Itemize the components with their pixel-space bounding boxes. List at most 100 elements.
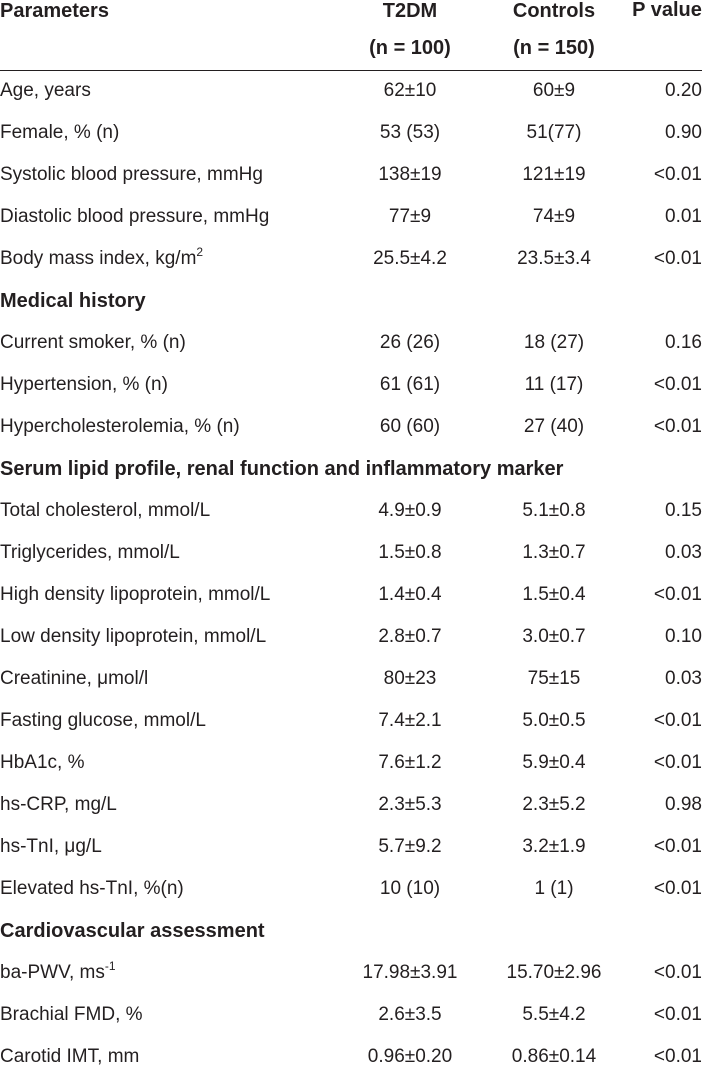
p-value: 0.15 [665,500,702,521]
controls-value: 5.5±4.2 [522,1004,586,1025]
section-heading: Medical history [0,281,702,323]
row-label: Creatinine, μmol/l [0,666,148,692]
row-label: Low density lipoprotein, mmol/L [0,624,266,650]
header-parameters: Parameters [0,0,109,22]
t2dm-value: 60 (60) [379,416,441,437]
p-value: <0.01 [653,164,702,185]
p-value: <0.01 [653,584,702,605]
table-row: Female, % (n) 53 (53) 51(77) 0.90 [0,113,702,155]
row-label-text: hs-TnI, μg/L [0,836,102,857]
controls-value: 121±19 [522,164,586,185]
table-row: Diastolic blood pressure, mmHg 77±9 74±9 0.… [0,197,702,239]
table-row: Triglycerides, mmol/L 1.5±0.8 1.3±0.7 0.03 [0,533,702,575]
p-value: <0.01 [653,752,702,773]
row-label-text: Triglycerides, mmol/L [0,542,180,563]
p-value: 0.01 [665,206,702,227]
row-label: hs-TnI, μg/L [0,834,102,860]
p-value: <0.01 [653,710,702,731]
t2dm-value: 26 (26) [379,332,441,353]
unit-superscript: -1 [104,959,116,973]
t2dm-value: 7.4±2.1 [378,710,442,731]
row-label: HbA1c, % [0,750,84,776]
controls-value: 5.0±0.5 [522,710,586,731]
row-label: Carotid IMT, mm [0,1044,139,1070]
p-value: <0.01 [653,374,702,395]
row-label-text: Female, % (n) [0,122,120,143]
p-value: <0.01 [653,1004,702,1025]
controls-value: 0.86±0.14 [511,1046,597,1067]
header-controls: Controls [512,0,596,22]
row-label: hs-CRP, mg/L [0,792,117,818]
p-value: 0.98 [665,794,702,815]
t2dm-value: 62±10 [383,80,437,101]
section-heading: Cardiovascular assessment [0,911,702,953]
table-row: hs-CRP, mg/L 2.3±5.3 2.3±5.2 0.98 [0,785,702,827]
row-label-text: Current smoker, % (n) [0,332,186,353]
t2dm-value: 1.5±0.8 [378,542,442,563]
row-label-text: High density lipoprotein, mmol/L [0,584,271,605]
t2dm-value: 2.3±5.3 [378,794,442,815]
controls-value: 1.5±0.4 [522,584,586,605]
t2dm-value: 5.7±9.2 [378,836,442,857]
row-label-text: ba-PWV, ms [0,962,105,983]
row-label-text: Body mass index, kg/m [0,248,197,269]
t2dm-value: 53 (53) [379,122,441,143]
table-row: Body mass index, kg/m2 25.5±4.2 23.5±3.4 <0… [0,239,702,281]
t2dm-value: 7.6±1.2 [378,752,442,773]
row-label: ba-PWV, ms-1 [0,960,116,986]
row-label-text: Elevated hs-TnI, %(n) [0,878,184,899]
table-row: Low density lipoprotein, mmol/L 2.8±0.7 3.… [0,617,702,659]
row-label-text: Low density lipoprotein, mmol/L [0,626,267,647]
controls-value: 27 (40) [523,416,585,437]
row-label: Diastolic blood pressure, mmHg [0,204,269,230]
p-value: 0.10 [665,626,702,647]
header-t2dm-n: (n = 100) [369,37,451,59]
row-label: Systolic blood pressure, mmHg [0,162,263,188]
row-label: Hypercholesterolemia, % (n) [0,414,240,440]
row-label: Age, years [0,78,91,104]
controls-value: 11 (17) [524,374,584,395]
row-label-text: Brachial FMD, % [0,1004,143,1025]
t2dm-value: 25.5±4.2 [373,248,447,269]
t2dm-value: 1.4±0.4 [378,584,442,605]
t2dm-value: 61 (61) [379,374,441,395]
unit-superscript: 2 [196,245,204,259]
controls-value: 5.1±0.8 [522,500,586,521]
row-label-text: Hypercholesterolemia, % (n) [0,416,240,437]
controls-value: 2.3±5.2 [522,794,586,815]
controls-value: 51(77) [526,122,582,143]
t2dm-value: 10 (10) [379,878,441,899]
row-label: Hypertension, % (n) [0,372,168,398]
header-p-value: P value [632,0,702,21]
table-row: Current smoker, % (n) 26 (26) 18 (27) 0.16 [0,323,702,365]
t2dm-value: 80±23 [383,668,437,689]
header-controls-n: (n = 150) [513,37,595,59]
row-label: Brachial FMD, % [0,1002,143,1028]
row-label-text: Systolic blood pressure, mmHg [0,164,263,185]
row-label-text: hs-CRP, mg/L [0,794,117,815]
p-value: 0.16 [665,332,702,353]
table-row: Creatinine, μmol/l 80±23 75±15 0.03 [0,659,702,701]
section-title: Medical history [0,290,146,312]
p-value: <0.01 [653,248,702,269]
table-row: Hypertension, % (n) 61 (61) 11 (17) <0.01 [0,365,702,407]
p-value: <0.01 [653,416,702,437]
controls-value: 5.9±0.4 [522,752,586,773]
p-value: 0.03 [665,542,702,563]
table-row: Elevated hs-TnI, %(n) 10 (10) 1 (1) <0.01 [0,869,702,911]
table-row: Fasting glucose, mmol/L 7.4±2.1 5.0±0.5 <0.… [0,701,702,743]
row-label-text: Creatinine, μmol/l [0,668,149,689]
p-value: <0.01 [653,878,702,899]
table-row: Brachial FMD, % 2.6±3.5 5.5±4.2 <0.01 [0,995,702,1037]
table-row: Systolic blood pressure, mmHg 138±19 121±1… [0,155,702,197]
header-t2dm: T2DM [382,0,438,22]
table-row: Hypercholesterolemia, % (n) 60 (60) 27 (40… [0,407,702,449]
t2dm-value: 2.8±0.7 [378,626,442,647]
p-value: <0.01 [653,836,702,857]
table-row: Age, years 62±10 60±9 0.20 [0,71,702,113]
table-row: Total cholesterol, mmol/L 4.9±0.9 5.1±0.8 0… [0,491,702,533]
row-label: Total cholesterol, mmol/L [0,498,210,524]
table-row: ba-PWV, ms-1 17.98±3.91 15.70±2.96 <0.01 [0,953,702,995]
table-row: Carotid IMT, mm 0.96±0.20 0.86±0.14 <0.01 [0,1037,702,1079]
